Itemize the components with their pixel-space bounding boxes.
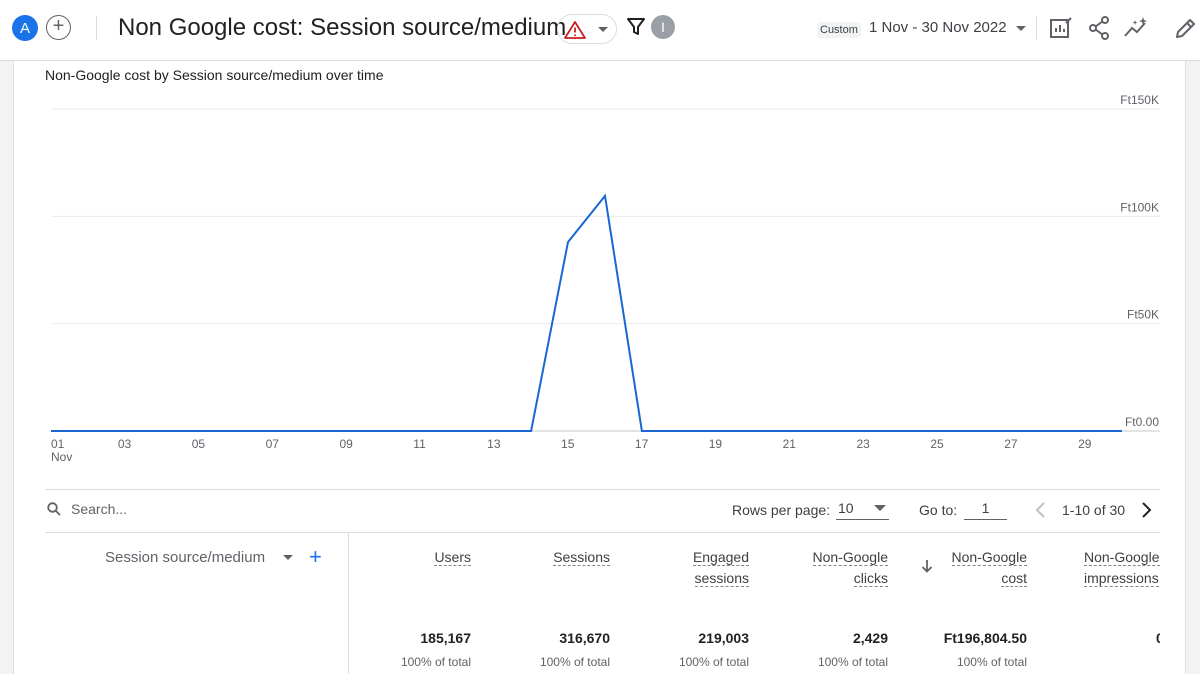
divider xyxy=(96,16,97,40)
column-header-non-google-cost[interactable]: Non-Google cost xyxy=(951,549,1027,587)
divider xyxy=(1036,16,1037,40)
add-comparison-button[interactable]: + xyxy=(46,15,71,40)
x-tick-label: 25 xyxy=(930,437,944,451)
x-tick-label: 07 xyxy=(266,437,280,451)
total-value: 2,429 xyxy=(852,630,888,646)
account-avatar[interactable]: A xyxy=(12,15,38,41)
customize-report-icon[interactable] xyxy=(1049,16,1073,40)
total-percent: 100% of total xyxy=(678,655,749,669)
x-tick-label: 21 xyxy=(783,437,797,451)
y-tick-label: Ft100K xyxy=(1120,200,1159,214)
x-tick-label: 11 xyxy=(413,437,426,451)
total-value: 185,167 xyxy=(420,630,471,646)
column-header-engaged-sessions[interactable]: Engaged sessions xyxy=(692,549,749,587)
rows-per-page-select[interactable]: 10 xyxy=(836,498,889,520)
total-percent: 100% of total xyxy=(539,655,610,669)
column-header-sessions[interactable]: Sessions xyxy=(553,549,610,566)
rows-per-page-label: Rows per page: xyxy=(732,502,831,518)
add-dimension-button[interactable]: + xyxy=(309,544,322,569)
total-value: Ft196,804.50 xyxy=(943,630,1027,646)
warning-dropdown[interactable] xyxy=(557,14,617,44)
search-icon xyxy=(47,502,61,516)
next-page-icon[interactable] xyxy=(1140,501,1154,519)
filter-icon[interactable] xyxy=(627,17,645,37)
custom-badge: Custom xyxy=(817,22,861,38)
chevron-down-icon xyxy=(874,505,886,511)
edit-pencil-icon[interactable] xyxy=(1174,16,1196,40)
x-tick-label: 13 xyxy=(487,437,501,451)
x-tick-label: 15 xyxy=(561,437,575,451)
previous-page-icon[interactable] xyxy=(1033,501,1047,519)
x-tick-label: 17 xyxy=(635,437,649,451)
x-tick-label: 29 xyxy=(1078,437,1092,451)
go-to-input[interactable]: 1 xyxy=(964,498,1007,520)
chart-title: Non-Google cost by Session source/medium… xyxy=(45,67,384,83)
rows-per-page-value: 10 xyxy=(838,500,854,516)
report-title: Non Google cost: Session source/medium xyxy=(118,14,567,41)
total-percent: 100% of total xyxy=(817,655,888,669)
report-card xyxy=(13,61,1186,674)
chevron-down-icon xyxy=(598,27,608,32)
column-header-users[interactable]: Users xyxy=(434,549,471,566)
y-tick-label: Ft50K xyxy=(1127,308,1159,322)
chevron-down-icon[interactable] xyxy=(283,555,293,561)
sort-descending-icon[interactable] xyxy=(921,559,933,573)
total-value: 316,670 xyxy=(559,630,610,646)
filter-info-badge[interactable]: I xyxy=(651,15,675,39)
y-tick-label: Ft150K xyxy=(1120,93,1159,107)
total-value: 219,003 xyxy=(698,630,749,646)
chevron-down-icon[interactable] xyxy=(1016,26,1026,32)
x-tick-label: 03 xyxy=(118,437,132,451)
x-tick-label: 01 xyxy=(51,437,65,451)
dimension-header[interactable]: Session source/medium xyxy=(105,549,266,566)
page-range: 1-10 of 30 xyxy=(1062,502,1126,518)
top-bar: A + Non Google cost: Session source/medi… xyxy=(0,0,1200,61)
x-tick-label: 23 xyxy=(856,437,870,451)
y-tick-label: Ft0.00 xyxy=(1125,415,1159,429)
x-tick-label: 27 xyxy=(1004,437,1018,451)
search-input[interactable]: Search... xyxy=(71,501,128,517)
total-value: 0 xyxy=(1156,630,1160,646)
divider xyxy=(45,532,1160,533)
x-tick-label: 09 xyxy=(339,437,353,451)
insights-icon[interactable] xyxy=(1124,16,1150,40)
total-percent: 100% of total xyxy=(956,655,1027,669)
x-axis-month-label: Nov xyxy=(51,450,72,464)
divider xyxy=(348,532,349,674)
date-range-picker[interactable]: 1 Nov - 30 Nov 2022 xyxy=(869,19,1007,36)
share-icon[interactable] xyxy=(1088,16,1110,40)
column-header-non-google-clicks[interactable]: Non-Google clicks xyxy=(812,549,888,587)
clipped-column: Non-Google impressions 0 xyxy=(1080,540,1160,674)
divider xyxy=(45,489,1160,490)
line-chart: Ft0.00 Ft50K Ft100K Ft150K 01 03 05 07 09 11 13 15… xyxy=(51,93,1160,464)
column-header-non-google-impressions[interactable]: Non-Google impressions xyxy=(1084,549,1160,587)
warning-icon xyxy=(564,21,586,39)
table-search[interactable]: Search... xyxy=(47,501,127,517)
x-tick-label: 05 xyxy=(192,437,206,451)
x-tick-label: 19 xyxy=(709,437,723,451)
total-percent: 100% of total xyxy=(400,655,471,669)
go-to-label: Go to: xyxy=(919,502,958,518)
series-line[interactable] xyxy=(51,193,1122,432)
